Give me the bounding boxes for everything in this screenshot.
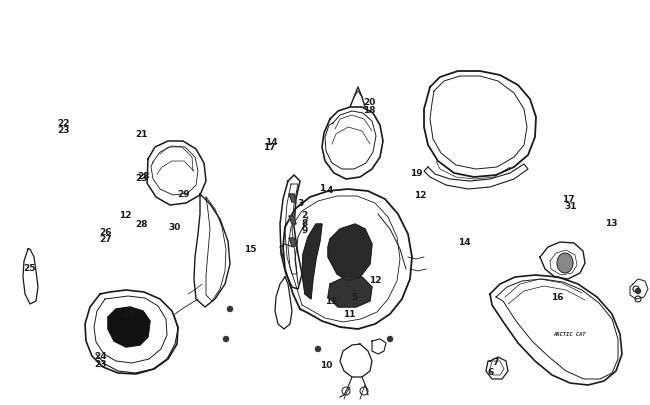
Text: 31: 31 [564, 201, 577, 210]
Text: 17: 17 [562, 195, 575, 204]
Text: 23: 23 [94, 359, 107, 368]
Text: 5: 5 [351, 292, 358, 301]
Text: 26: 26 [99, 227, 112, 236]
Text: 29: 29 [177, 189, 190, 198]
Circle shape [227, 307, 233, 312]
Text: 14: 14 [265, 138, 278, 147]
Text: 18: 18 [363, 106, 376, 115]
Text: 19: 19 [410, 169, 422, 178]
Text: 22: 22 [57, 119, 70, 128]
Text: 12: 12 [369, 275, 382, 284]
Text: 28: 28 [122, 308, 135, 317]
Circle shape [636, 289, 640, 294]
Polygon shape [328, 224, 372, 281]
Text: 24: 24 [94, 351, 107, 360]
Text: 28: 28 [136, 172, 150, 181]
Text: 11: 11 [343, 309, 356, 318]
Text: 27: 27 [99, 234, 112, 243]
Text: 23: 23 [57, 126, 70, 135]
Text: 30: 30 [168, 222, 181, 231]
Polygon shape [302, 224, 322, 299]
Text: 6: 6 [488, 367, 494, 376]
Text: 7: 7 [493, 357, 499, 366]
Text: 15: 15 [244, 245, 257, 254]
Text: 17: 17 [263, 143, 276, 151]
Text: 28: 28 [135, 219, 148, 228]
Text: 14: 14 [458, 238, 471, 247]
Text: 16: 16 [551, 292, 564, 301]
Text: 3: 3 [298, 198, 304, 207]
Text: 12: 12 [414, 191, 427, 200]
Polygon shape [289, 216, 296, 224]
Circle shape [224, 337, 229, 342]
Text: 25: 25 [23, 264, 36, 273]
Polygon shape [289, 194, 296, 202]
Text: ARCTIC CAT: ARCTIC CAT [554, 332, 586, 337]
Text: 1: 1 [318, 184, 325, 193]
Polygon shape [289, 239, 296, 246]
Polygon shape [108, 307, 150, 347]
Text: 11: 11 [325, 296, 338, 305]
Polygon shape [328, 277, 372, 307]
Text: 2: 2 [301, 211, 307, 220]
Text: 8: 8 [301, 218, 307, 227]
Text: 10: 10 [320, 360, 333, 369]
Text: 12: 12 [119, 211, 132, 220]
Text: 20: 20 [363, 98, 376, 107]
Circle shape [387, 337, 393, 342]
Polygon shape [557, 254, 573, 273]
Text: 23: 23 [135, 174, 148, 183]
Text: 13: 13 [604, 218, 617, 227]
Text: 4: 4 [326, 185, 333, 194]
Text: 21: 21 [135, 130, 148, 139]
Text: 9: 9 [301, 226, 307, 234]
Circle shape [315, 347, 320, 352]
